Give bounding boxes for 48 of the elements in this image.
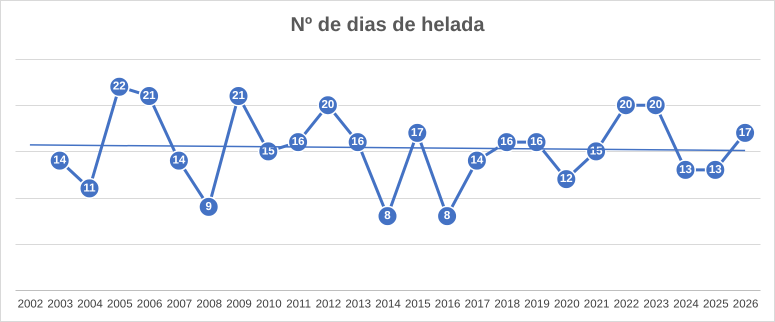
x-tick-label: 2025 [703,298,729,310]
data-label: 21 [142,90,156,102]
data-label: 13 [708,164,722,176]
x-tick-label: 2021 [584,298,610,310]
data-label: 14 [470,154,484,167]
x-tick-label: 2007 [166,298,192,310]
x-tick-label: 2016 [434,298,460,310]
x-tick-label: 2022 [614,298,640,310]
x-tick-label: 2002 [18,298,44,310]
data-label: 21 [232,90,246,102]
x-tick-label: 2011 [286,298,311,310]
x-tick-label: 2017 [464,298,490,310]
x-tick-label: 2026 [732,298,758,310]
data-label: 14 [172,154,186,167]
data-label: 16 [292,136,304,148]
data-label: 16 [530,136,543,148]
x-tick-label: 2019 [524,298,550,310]
x-tick-label: 2004 [77,298,104,310]
data-label: 14 [53,154,67,167]
x-tick-label: 2015 [405,298,431,310]
data-label: 20 [620,99,632,112]
data-label: 20 [322,99,334,112]
data-label: 8 [444,210,451,222]
x-tick-label: 2010 [256,298,282,310]
x-tick-label: 2023 [643,298,669,310]
x-tick-label: 2009 [226,298,252,310]
x-tick-label: 2020 [554,298,580,310]
x-tick-label: 2006 [136,298,162,310]
data-label: 13 [679,164,692,176]
data-label: 16 [351,136,364,148]
x-tick-label: 2003 [47,298,73,310]
x-tick-label: 2008 [196,298,222,310]
data-label: 11 [83,182,96,194]
data-label: 17 [410,126,424,139]
x-tick-label: 2012 [316,298,342,310]
data-label: 20 [649,99,662,112]
x-tick-label: 2024 [673,298,700,310]
x-tick-label: 2018 [494,298,520,310]
x-tick-label: 2005 [107,298,133,310]
data-label: 9 [205,200,212,213]
x-tick-label: 2013 [345,298,371,310]
data-label: 16 [500,136,514,148]
data-label: 17 [738,126,752,139]
data-label: 8 [384,210,392,222]
chart-title: Nº de dias de helada [290,14,486,36]
data-label: 22 [112,80,126,93]
x-tick-label: 2014 [375,298,402,310]
data-label: 12 [560,173,573,186]
